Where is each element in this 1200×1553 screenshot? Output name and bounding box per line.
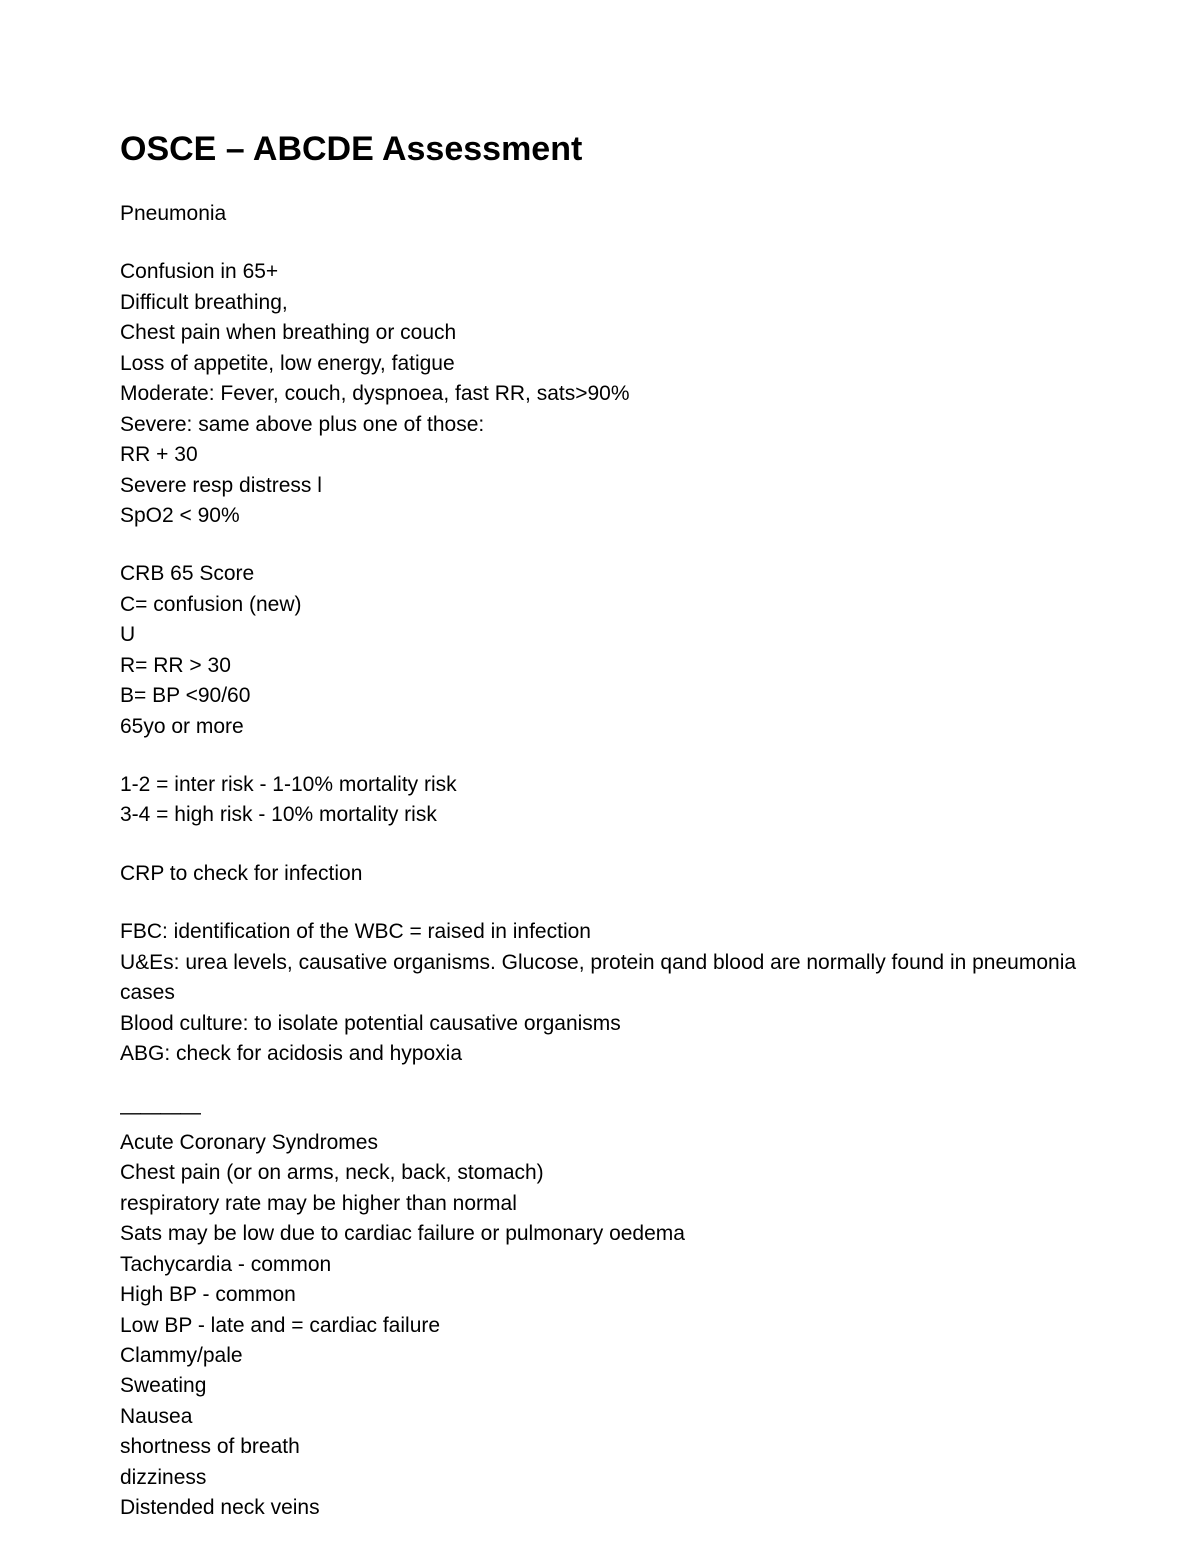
section: ————Acute Coronary SyndromesChest pain (… [120,1098,1080,1524]
text-line: Pneumonia [120,199,1080,229]
text-line: Loss of appetite, low energy, fatigue [120,349,1080,379]
text-line: Distended neck veins [120,1493,1080,1523]
text-line: Severe resp distress l [120,471,1080,501]
text-line: B= BP <90/60 [120,681,1080,711]
section: 1-2 = inter risk - 1-10% mortality risk3… [120,770,1080,831]
text-line: Tachycardia - common [120,1250,1080,1280]
text-line: Confusion in 65+ [120,257,1080,287]
document-body: Pneumonia Confusion in 65+Difficult breat… [120,199,1080,1524]
text-line: Moderate: Fever, couch, dyspnoea, fast R… [120,379,1080,409]
text-line: respiratory rate may be higher than norm… [120,1189,1080,1219]
text-line: Nausea [120,1402,1080,1432]
text-line: 3-4 = high risk - 10% mortality risk [120,800,1080,830]
text-line: High BP - common [120,1280,1080,1310]
text-line: ABG: check for acidosis and hypoxia [120,1039,1080,1069]
text-line: RR + 30 [120,440,1080,470]
section: CRB 65 ScoreC= confusion (new)UR= RR > 3… [120,559,1080,742]
text-line: Chest pain (or on arms, neck, back, stom… [120,1158,1080,1188]
text-line: FBC: identification of the WBC = raised … [120,917,1080,947]
page-title: OSCE – ABCDE Assessment [120,130,1080,169]
text-line: Blood culture: to isolate potential caus… [120,1009,1080,1039]
text-line: CRB 65 Score [120,559,1080,589]
section: FBC: identification of the WBC = raised … [120,917,1080,1069]
text-line: 65yo or more [120,712,1080,742]
text-line: Low BP - late and = cardiac failure [120,1311,1080,1341]
text-line: shortness of breath [120,1432,1080,1462]
text-line: U [120,620,1080,650]
text-line: U&Es: urea levels, causative organisms. … [120,948,1080,1009]
text-line: SpO2 < 90% [120,501,1080,531]
text-line: Severe: same above plus one of those: [120,410,1080,440]
text-line: Chest pain when breathing or couch [120,318,1080,348]
text-line: R= RR > 30 [120,651,1080,681]
section-divider: ———— [120,1098,1080,1128]
text-line: Clammy/pale [120,1341,1080,1371]
text-line: dizziness [120,1463,1080,1493]
text-line: Acute Coronary Syndromes [120,1128,1080,1158]
text-line: Difficult breathing, [120,288,1080,318]
text-line: 1-2 = inter risk - 1-10% mortality risk [120,770,1080,800]
text-line: Sats may be low due to cardiac failure o… [120,1219,1080,1249]
text-line: C= confusion (new) [120,590,1080,620]
text-line: CRP to check for infection [120,859,1080,889]
section: CRP to check for infection [120,859,1080,889]
section: Confusion in 65+Difficult breathing,Ches… [120,257,1080,531]
text-line: Sweating [120,1371,1080,1401]
section: Pneumonia [120,199,1080,229]
